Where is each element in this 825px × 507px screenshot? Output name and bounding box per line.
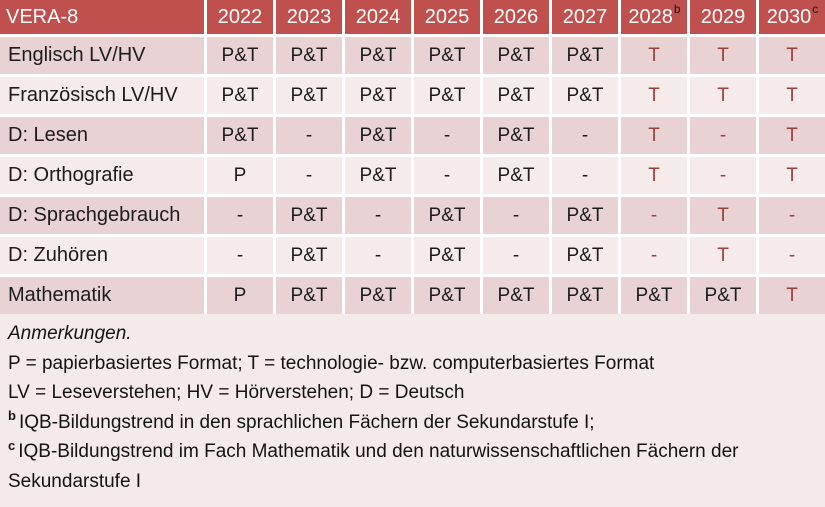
value-cell: - (690, 117, 756, 154)
value-cell: - (345, 197, 411, 234)
value-cell: P&T (552, 237, 618, 274)
value-cell: P&T (414, 197, 480, 234)
value-cell: P&T (414, 37, 480, 74)
value-cell: - (207, 237, 273, 274)
value-cell: P&T (552, 77, 618, 114)
value-cell: P&T (276, 77, 342, 114)
value-cell: P&T (414, 277, 480, 314)
year-header-cell: 2026 (483, 0, 549, 34)
value-cell: P&T (414, 77, 480, 114)
year-header-cell: 2022 (207, 0, 273, 34)
value-cell: T (621, 37, 687, 74)
year-header-cell: 2029 (690, 0, 756, 34)
value-cell: T (621, 77, 687, 114)
value-cell: P&T (621, 277, 687, 314)
year-header-cell: 2028 b (621, 0, 687, 34)
value-cell: T (621, 117, 687, 154)
row-label: D: Sprachgebrauch (0, 197, 204, 234)
note-line: c IQB-Bildungstrend im Fach Mathematik un… (8, 437, 739, 492)
value-cell: - (483, 197, 549, 234)
year-header-cell: 2025 (414, 0, 480, 34)
value-cell: P&T (345, 37, 411, 74)
year-header-cell: 2024 (345, 0, 411, 34)
row-label: D: Zuhören (0, 237, 204, 274)
year-header-cell: 2030 c (759, 0, 825, 34)
row-label: D: Orthografie (0, 157, 204, 194)
value-cell: - (483, 237, 549, 274)
value-cell: - (276, 157, 342, 194)
value-cell: P&T (690, 277, 756, 314)
value-cell: T (759, 117, 825, 154)
value-cell: P&T (276, 197, 342, 234)
value-cell: T (759, 37, 825, 74)
year-header-cell: 2023 (276, 0, 342, 34)
value-cell: - (690, 157, 756, 194)
assessment-schedule-table: VERA-8 2022 2023 2024 2025 2026 2027 2028 b 2029… (0, 0, 825, 314)
note-line: LV = Leseverstehen; HV = Hörverstehen; D… (8, 382, 465, 403)
footnote-marker-c: c (8, 437, 16, 453)
value-cell: P&T (276, 37, 342, 74)
row-label: Französisch LV/HV (0, 77, 204, 114)
row-label: D: Lesen (0, 117, 204, 154)
value-cell: T (759, 277, 825, 314)
value-cell: - (759, 197, 825, 234)
value-cell: - (207, 197, 273, 234)
table-title-cell: VERA-8 (0, 0, 204, 34)
value-cell: T (690, 37, 756, 74)
value-cell: P (207, 157, 273, 194)
value-cell: P&T (276, 277, 342, 314)
value-cell: T (690, 197, 756, 234)
value-cell: T (690, 237, 756, 274)
value-cell: P&T (345, 277, 411, 314)
value-cell: P&T (207, 37, 273, 74)
value-cell: P&T (483, 277, 549, 314)
value-cell: P&T (414, 237, 480, 274)
value-cell: - (552, 157, 618, 194)
value-cell: P&T (552, 37, 618, 74)
year-header-cell: 2027 (552, 0, 618, 34)
value-cell: P&T (345, 117, 411, 154)
table-notes: Anmerkungen. P = papierbasiertes Format;… (0, 314, 760, 496)
row-label: Mathematik (0, 277, 204, 314)
value-cell: P&T (483, 37, 549, 74)
note-line: P = papierbasiertes Format; T = technolo… (8, 352, 655, 374)
row-label: Englisch LV/HV (0, 37, 204, 74)
value-cell: P&T (483, 117, 549, 154)
notes-heading: Anmerkungen. (8, 323, 132, 344)
value-cell: P (207, 277, 273, 314)
value-cell: - (759, 237, 825, 274)
value-cell: P&T (345, 157, 411, 194)
value-cell: T (759, 157, 825, 194)
value-cell: P&T (207, 77, 273, 114)
value-cell: - (621, 237, 687, 274)
value-cell: - (621, 197, 687, 234)
value-cell: - (414, 117, 480, 154)
value-cell: P&T (276, 237, 342, 274)
value-cell: - (345, 237, 411, 274)
note-line: b IQB-Bildungstrend in den sprachlichen F… (8, 408, 595, 433)
value-cell: P&T (552, 277, 618, 314)
value-cell: - (552, 117, 618, 154)
value-cell: P&T (345, 77, 411, 114)
value-cell: T (621, 157, 687, 194)
value-cell: P&T (552, 197, 618, 234)
value-cell: T (759, 77, 825, 114)
value-cell: T (690, 77, 756, 114)
value-cell: - (414, 157, 480, 194)
value-cell: P&T (483, 157, 549, 194)
value-cell: P&T (207, 117, 273, 154)
value-cell: - (276, 117, 342, 154)
footnote-marker-b: b (8, 408, 16, 424)
value-cell: P&T (483, 77, 549, 114)
